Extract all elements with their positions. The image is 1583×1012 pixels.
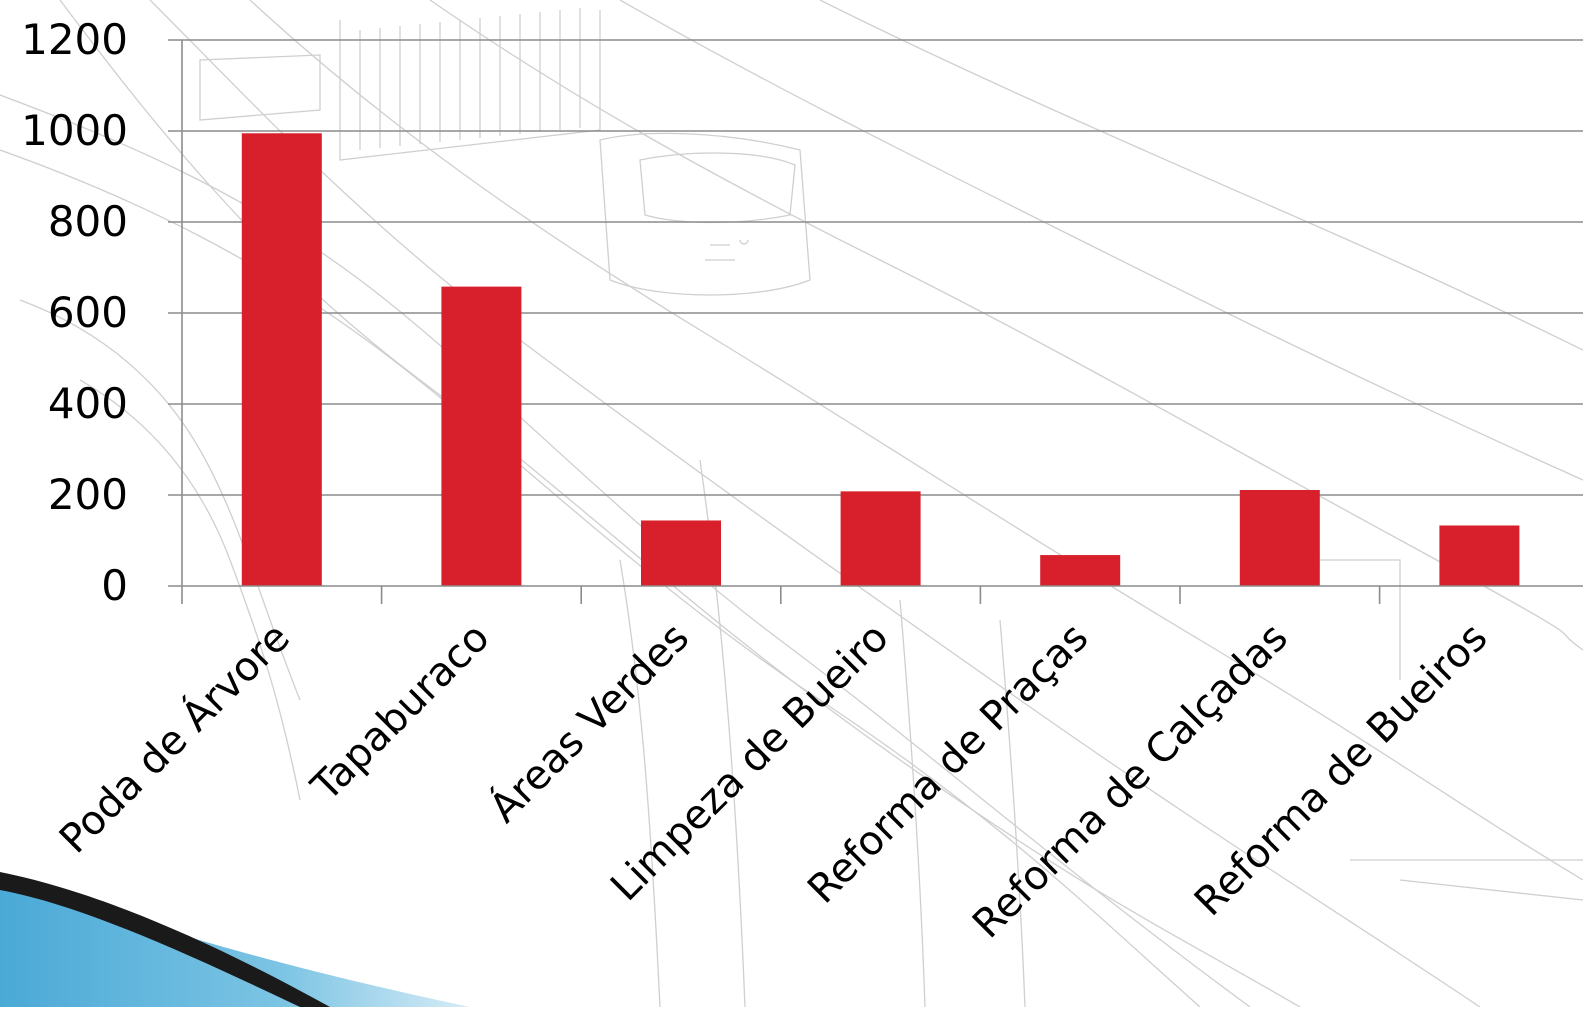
axes [168, 40, 1583, 604]
x-tick-label: Tapaburaco [302, 615, 498, 811]
y-tick-label: 0 [101, 561, 128, 610]
y-axis-tick-labels: 0 200 400 600 800 1000 1200 [21, 15, 128, 610]
y-tick-label: 1200 [21, 15, 128, 64]
bar [641, 520, 721, 586]
bar [1239, 489, 1320, 586]
y-tick-label: 400 [48, 379, 128, 428]
gridlines [168, 39, 1583, 496]
corner-ribbon [0, 872, 470, 1007]
y-tick-label: 200 [48, 470, 128, 519]
bar [1439, 525, 1520, 586]
y-tick-label: 800 [48, 197, 128, 246]
bar [241, 133, 322, 586]
bars [241, 133, 1520, 586]
x-tick-label: Poda de Árvore [50, 613, 299, 862]
bar [1040, 555, 1121, 586]
x-tick-label: Áreas Verdes [480, 613, 699, 832]
bar [840, 491, 921, 586]
y-tick-label: 1000 [21, 106, 128, 155]
bar [441, 286, 522, 586]
y-tick-label: 600 [48, 288, 128, 337]
